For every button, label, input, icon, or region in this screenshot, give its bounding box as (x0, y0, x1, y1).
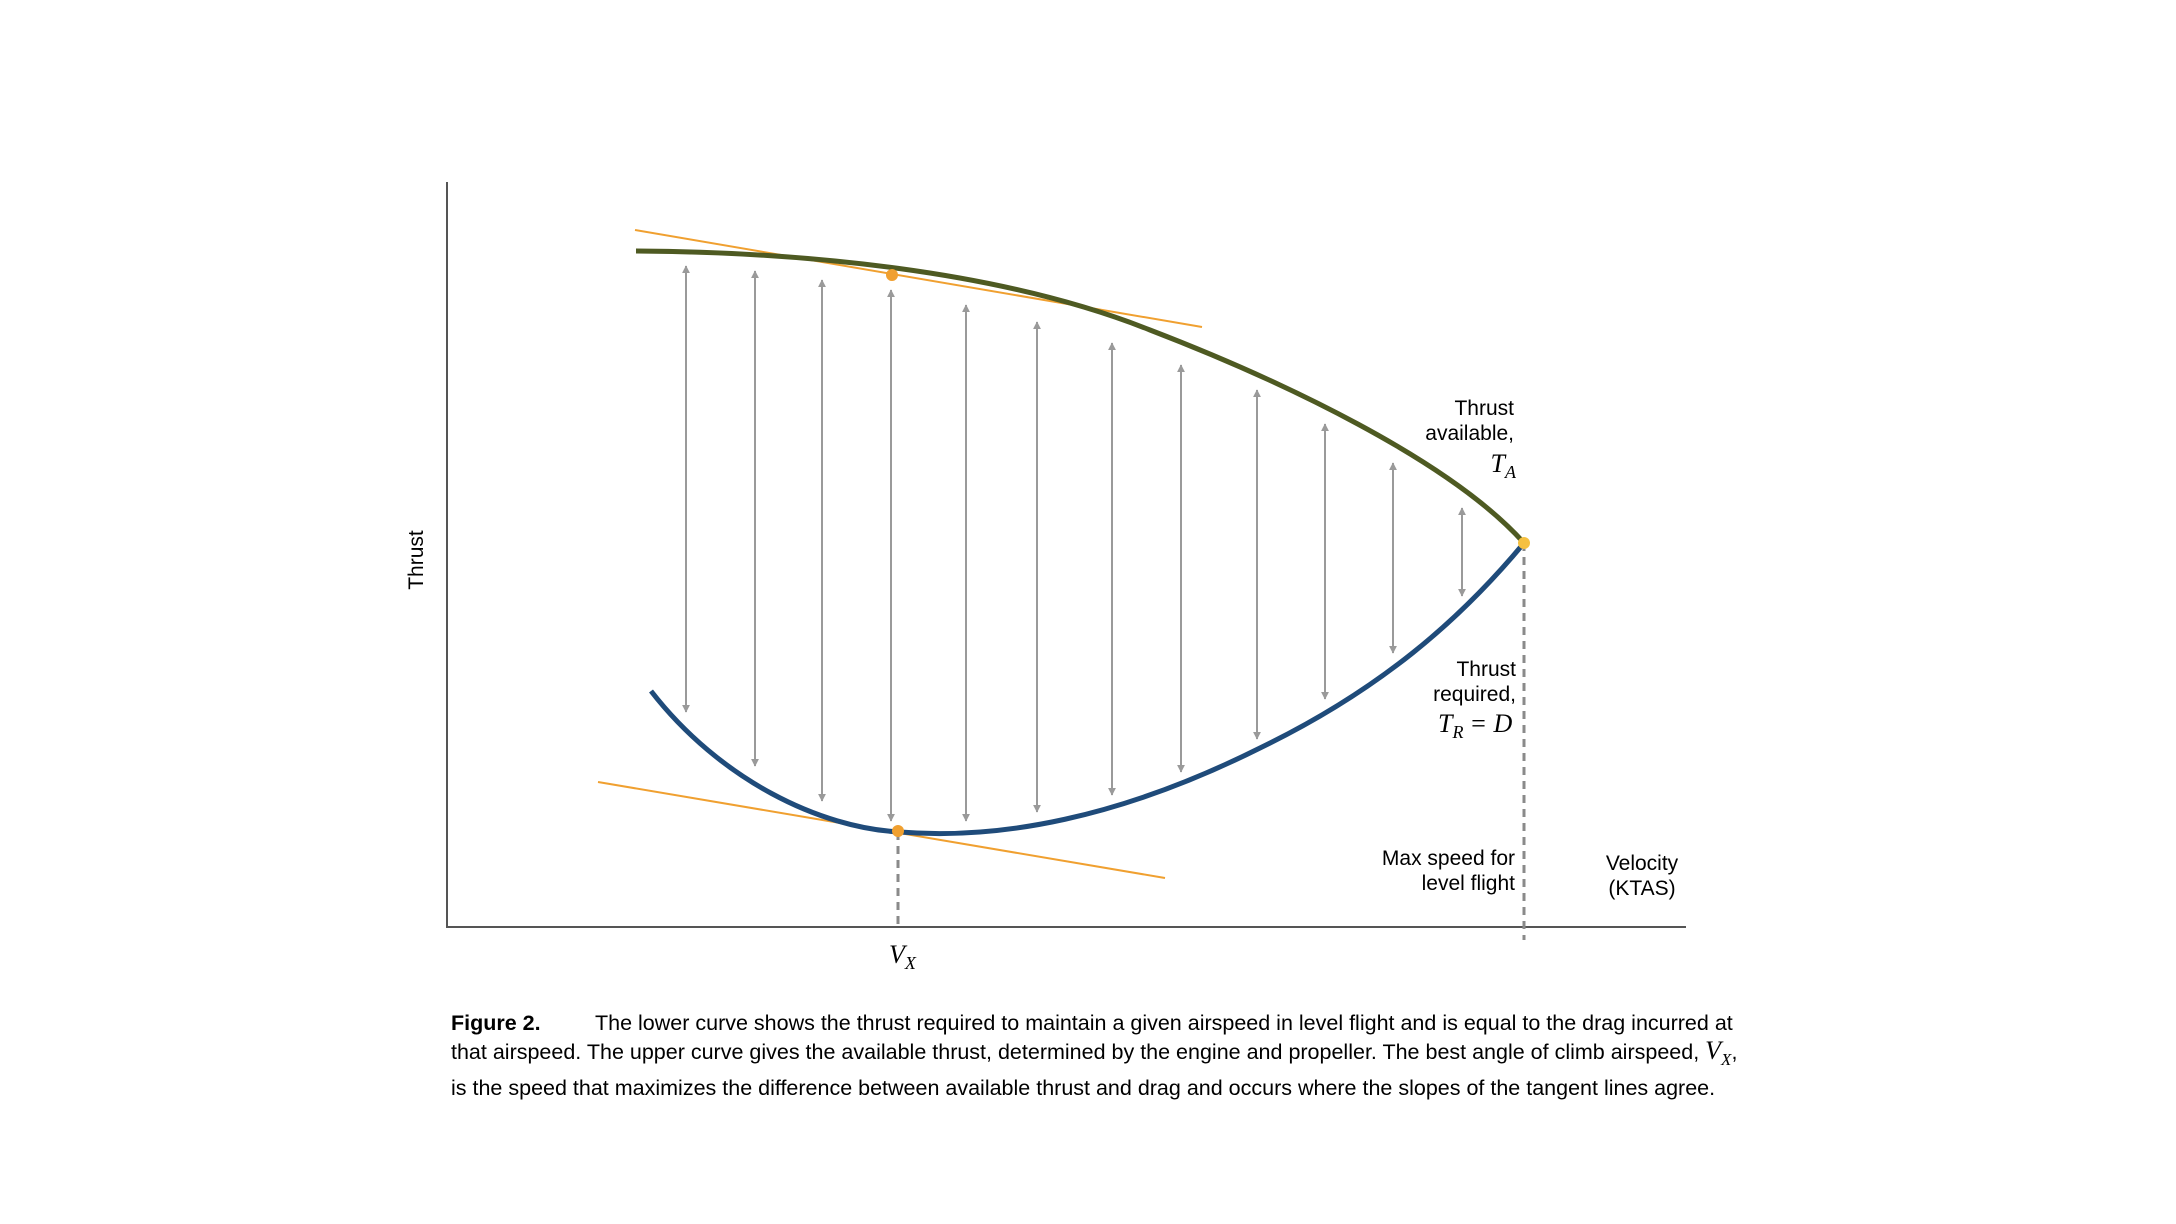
caption-text-part2: , is the speed that maximizes the differ… (451, 1040, 1738, 1101)
thrust-available-label-line1: Thrust (1454, 397, 1514, 420)
max-speed-label-line1: Max speed for (1382, 847, 1515, 870)
thrust-required-label-line2: required, (1433, 683, 1516, 706)
vx-tick-label: VX (889, 940, 917, 973)
x-axis-label-line1: Velocity (1606, 852, 1679, 875)
thrust-difference-arrows (682, 265, 1466, 822)
max-speed-point (1518, 537, 1530, 549)
x-axis-label-line2: (KTAS) (1608, 877, 1675, 900)
thrust-required-label-line1: Thrust (1456, 658, 1516, 681)
thrust-available-symbol: TA (1491, 449, 1517, 482)
thrust-required-curve (649, 541, 1526, 837)
y-axis-label: Thrust (405, 530, 428, 590)
caption-figure-label: Figure 2. (451, 1011, 541, 1035)
thrust-available-curve (635, 248, 1526, 545)
max-speed-label-line2: level flight (1422, 872, 1516, 895)
thrust-required-symbol: TR = D (1438, 709, 1513, 742)
figure-caption: Figure 2. The lower curve shows the thrus… (451, 1009, 1751, 1102)
upper-tangent-point (886, 269, 898, 281)
upper-tangent-line (634, 229, 1203, 328)
caption-text-part1: The lower curve shows the thrust require… (451, 1011, 1733, 1064)
lower-tangent-point (892, 825, 904, 837)
caption-vx-symbol: VX (1705, 1036, 1732, 1070)
thrust-available-label-line2: available, (1425, 422, 1514, 445)
